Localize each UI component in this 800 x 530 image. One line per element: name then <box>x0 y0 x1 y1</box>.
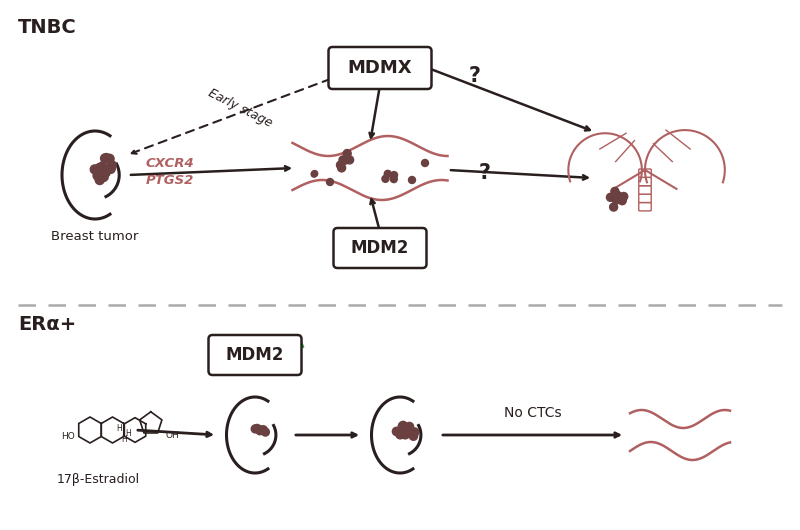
Circle shape <box>312 171 318 176</box>
Text: H: H <box>121 435 126 444</box>
FancyBboxPatch shape <box>638 178 651 186</box>
Circle shape <box>102 154 111 163</box>
FancyBboxPatch shape <box>334 228 426 268</box>
Circle shape <box>400 423 409 431</box>
Text: ?: ? <box>479 163 491 183</box>
Circle shape <box>251 425 259 433</box>
Circle shape <box>93 171 102 180</box>
Circle shape <box>95 167 105 176</box>
Circle shape <box>384 170 391 178</box>
Circle shape <box>262 428 270 436</box>
Text: ?: ? <box>469 66 481 86</box>
Circle shape <box>618 197 626 205</box>
Circle shape <box>106 164 115 173</box>
Circle shape <box>99 172 108 181</box>
FancyBboxPatch shape <box>638 186 651 194</box>
Text: HO: HO <box>62 432 75 441</box>
Circle shape <box>409 176 415 183</box>
Circle shape <box>101 168 110 177</box>
Circle shape <box>620 192 628 200</box>
Circle shape <box>346 156 354 164</box>
Circle shape <box>342 155 350 163</box>
FancyBboxPatch shape <box>638 169 651 178</box>
Circle shape <box>406 422 414 431</box>
Circle shape <box>611 188 619 196</box>
Circle shape <box>101 154 110 163</box>
Circle shape <box>107 161 116 170</box>
Circle shape <box>337 161 345 169</box>
Circle shape <box>392 427 401 436</box>
Circle shape <box>256 427 264 435</box>
Circle shape <box>401 429 410 437</box>
Circle shape <box>95 163 104 172</box>
Circle shape <box>97 165 106 174</box>
Circle shape <box>341 156 349 164</box>
Circle shape <box>101 166 110 175</box>
Circle shape <box>95 175 104 184</box>
Circle shape <box>399 421 407 430</box>
Circle shape <box>390 172 398 179</box>
Circle shape <box>401 429 410 437</box>
Circle shape <box>382 175 389 182</box>
Circle shape <box>256 426 264 434</box>
Circle shape <box>422 160 429 166</box>
FancyBboxPatch shape <box>638 202 651 211</box>
Text: CXCR4: CXCR4 <box>146 157 194 170</box>
Text: H: H <box>126 429 131 438</box>
Circle shape <box>406 429 414 437</box>
Circle shape <box>98 164 106 173</box>
Circle shape <box>102 165 110 174</box>
Circle shape <box>613 191 621 199</box>
Circle shape <box>98 163 106 172</box>
FancyBboxPatch shape <box>638 194 651 202</box>
Circle shape <box>311 171 317 177</box>
Text: ERα+: ERα+ <box>18 315 76 334</box>
Circle shape <box>612 196 620 204</box>
Circle shape <box>105 154 114 163</box>
Circle shape <box>98 162 106 171</box>
Text: No CTCs: No CTCs <box>504 406 562 420</box>
Circle shape <box>402 428 410 436</box>
Circle shape <box>396 430 404 439</box>
Circle shape <box>610 203 618 211</box>
Circle shape <box>339 156 347 164</box>
Text: Early stage: Early stage <box>206 86 274 130</box>
Text: MDM2: MDM2 <box>226 346 284 364</box>
Circle shape <box>259 426 267 434</box>
Circle shape <box>398 422 406 431</box>
Text: Breast tumor: Breast tumor <box>51 230 138 243</box>
Circle shape <box>253 425 261 432</box>
Text: MDM2: MDM2 <box>351 239 409 257</box>
Text: H: H <box>116 423 122 432</box>
Circle shape <box>606 193 614 201</box>
Circle shape <box>614 192 622 200</box>
Circle shape <box>399 422 408 431</box>
Circle shape <box>613 196 621 204</box>
Circle shape <box>410 432 418 440</box>
Text: TNBC: TNBC <box>18 18 77 37</box>
Text: PTGS2: PTGS2 <box>146 174 194 187</box>
Circle shape <box>401 430 410 439</box>
Circle shape <box>326 179 334 186</box>
Circle shape <box>343 149 351 157</box>
Text: OH: OH <box>165 431 179 440</box>
Circle shape <box>338 164 346 172</box>
Text: MDMX: MDMX <box>348 59 412 77</box>
Circle shape <box>410 428 419 436</box>
Circle shape <box>390 175 398 182</box>
FancyBboxPatch shape <box>329 47 431 89</box>
Circle shape <box>402 429 410 438</box>
FancyBboxPatch shape <box>209 335 302 375</box>
Circle shape <box>90 165 99 174</box>
Text: 17β-Estradiol: 17β-Estradiol <box>57 473 139 486</box>
